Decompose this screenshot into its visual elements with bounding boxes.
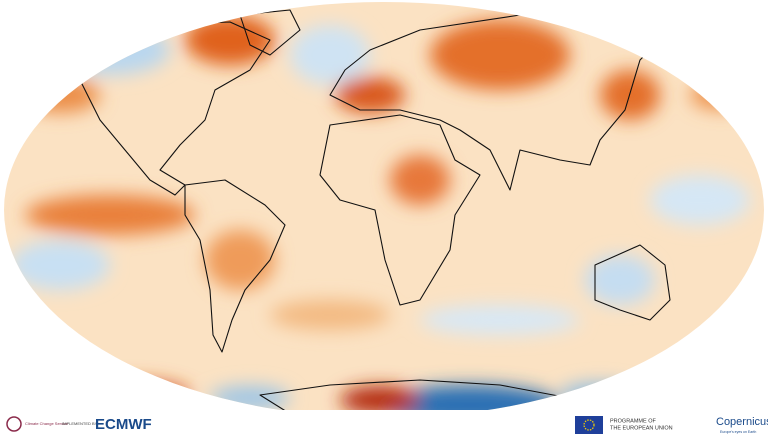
eu-programme-line: PROGRAMME OF: [610, 418, 656, 424]
copernicus-tagline: Europe's eyes on Earth: [720, 430, 756, 434]
temperature-anomaly-map: [4, 2, 764, 418]
eu-stars: [583, 419, 595, 431]
greenland: [239, 9, 301, 56]
anomaly-field: [10, 15, 750, 418]
ecmwf-logo: ECMWF: [95, 416, 152, 433]
south-america: [184, 179, 286, 353]
c3s-label: Climate Change Service: [25, 421, 69, 426]
footer-bar: [0, 410, 768, 439]
copernicus-logo: Copernicus: [716, 416, 768, 428]
africa: [319, 114, 481, 306]
c3s-logo: [6, 416, 22, 432]
eu-flag: [575, 416, 603, 434]
australia: [594, 244, 671, 321]
eu-programme-line: THE EUROPEAN UNION: [610, 425, 673, 431]
implemented-by: IMPLEMENTED BY: [62, 421, 98, 426]
north-america: [79, 21, 271, 196]
coastlines: [79, 9, 671, 418]
eurasia: [329, 14, 661, 191]
antarctica: [259, 379, 581, 418]
